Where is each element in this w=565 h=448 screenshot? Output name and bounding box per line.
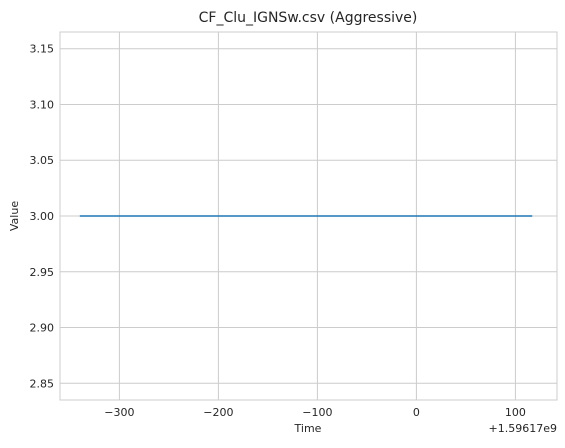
x-tick-label: −300	[104, 406, 134, 419]
x-axis-ticks: −300 −200 −100 0 100	[104, 406, 526, 419]
y-tick-label: 3.15	[30, 43, 55, 56]
y-tick-label: 3.10	[30, 98, 55, 111]
y-tick-label: 3.00	[30, 210, 55, 223]
chart-title: CF_Clu_IGNSw.csv (Aggressive)	[199, 10, 418, 26]
x-tick-label: 0	[413, 406, 420, 419]
y-axis-label: Value	[8, 201, 21, 231]
y-tick-label: 2.95	[30, 266, 55, 279]
x-axis-label: Time	[294, 422, 322, 435]
y-tick-label: 3.05	[30, 154, 55, 167]
x-axis-offset-label: +1.59617e9	[489, 422, 557, 435]
x-tick-label: −100	[302, 406, 332, 419]
y-axis-ticks: 2.85 2.90 2.95 3.00 3.05 3.10 3.15	[30, 43, 55, 391]
x-tick-label: −200	[203, 406, 233, 419]
y-tick-label: 2.85	[30, 377, 55, 390]
y-tick-label: 2.90	[30, 322, 55, 335]
x-tick-label: 100	[505, 406, 526, 419]
